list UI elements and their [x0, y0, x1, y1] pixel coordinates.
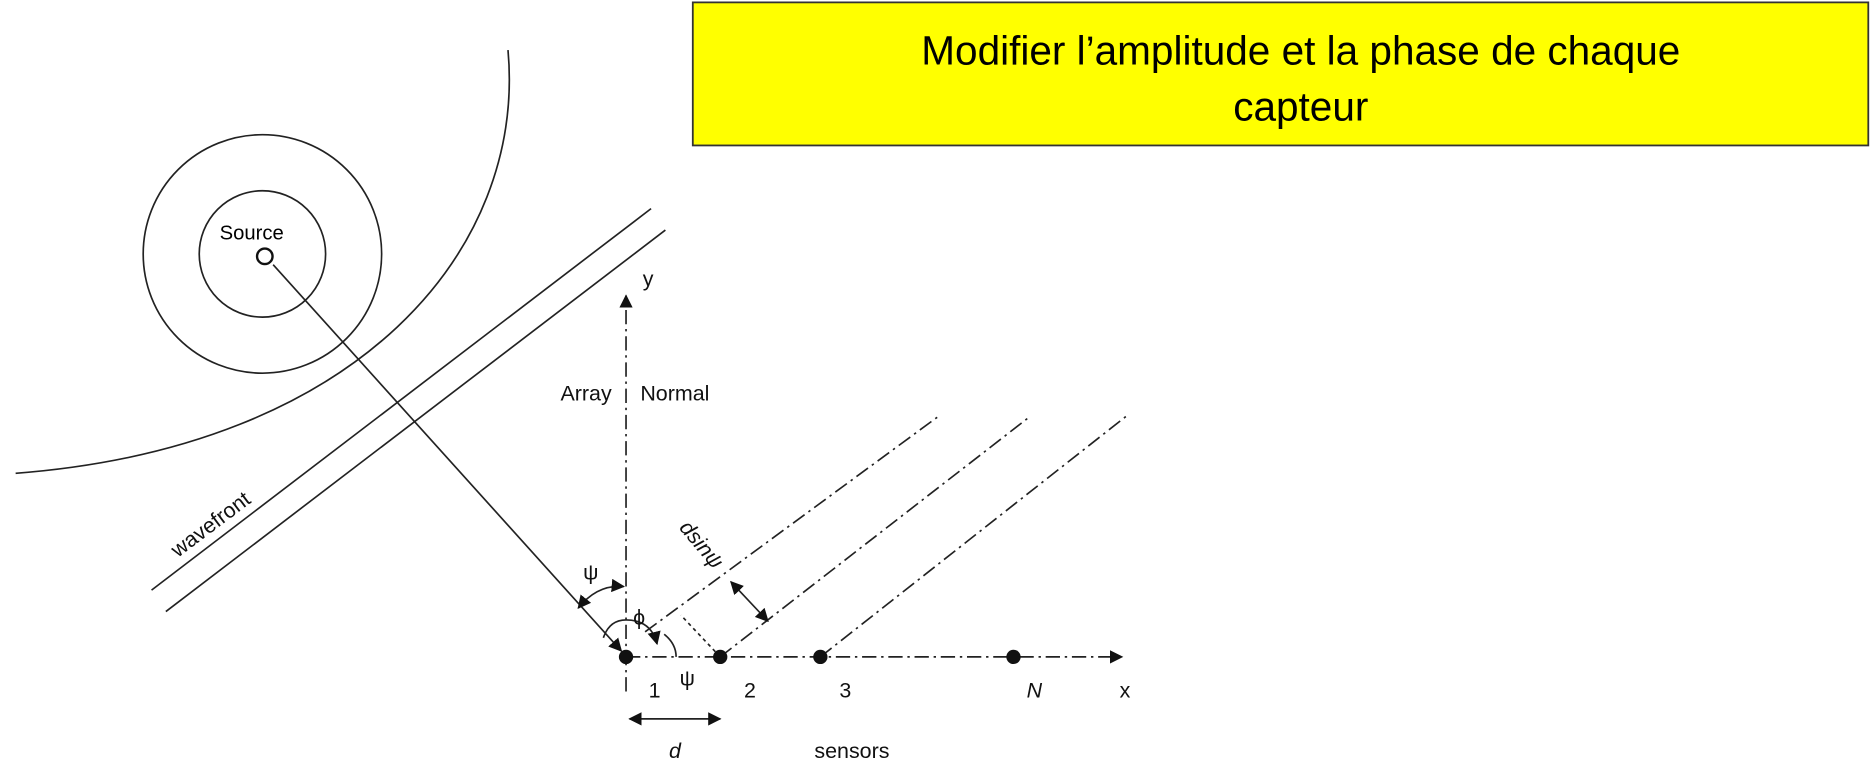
- angle-arc: [577, 578, 625, 610]
- sensor: [813, 649, 828, 665]
- wave-arc: [15, 49, 511, 475]
- angle-arc: [663, 633, 677, 657]
- title-box: [691, 1, 1870, 147]
- normal-label: Normal: [640, 382, 709, 406]
- wave-circle: [142, 133, 383, 374]
- path-difference-label: dsinψ: [675, 516, 729, 574]
- ray-line: [819, 414, 1129, 658]
- angle-label: ψ: [583, 560, 598, 584]
- wavefront-label: wavefront: [166, 487, 256, 563]
- wavefront-line: [165, 229, 666, 613]
- x-axis-label: x: [1120, 678, 1131, 702]
- sensor: [1006, 649, 1021, 665]
- sensor-label: 2: [744, 678, 756, 702]
- angle-label: ψ: [680, 667, 695, 691]
- title-line: capteur: [1233, 83, 1368, 129]
- y-axis-label: y: [643, 267, 654, 291]
- sensor-label: 1: [649, 678, 661, 702]
- sensor-label: N: [1027, 678, 1043, 702]
- sensor: [618, 649, 634, 665]
- sensor-label: 3: [839, 678, 851, 702]
- array-label: Array: [560, 382, 611, 406]
- ray-line: [644, 416, 938, 633]
- path-arrow: [730, 580, 769, 623]
- angle-label: ϕ: [633, 606, 645, 630]
- source-point: [255, 247, 274, 266]
- title-line: Modifier l’amplitude et la phase de chaq…: [921, 27, 1680, 73]
- source-label: Source: [220, 223, 284, 245]
- wave-circle: [198, 189, 327, 318]
- ray-line: [719, 416, 1030, 658]
- ray: [272, 264, 623, 652]
- wavefront-line: [151, 207, 652, 591]
- sensors-caption: sensors: [814, 739, 889, 763]
- angle-arc: [602, 619, 661, 646]
- projection: [680, 614, 721, 658]
- sensor: [713, 649, 728, 665]
- spacing-label: d: [669, 739, 682, 763]
